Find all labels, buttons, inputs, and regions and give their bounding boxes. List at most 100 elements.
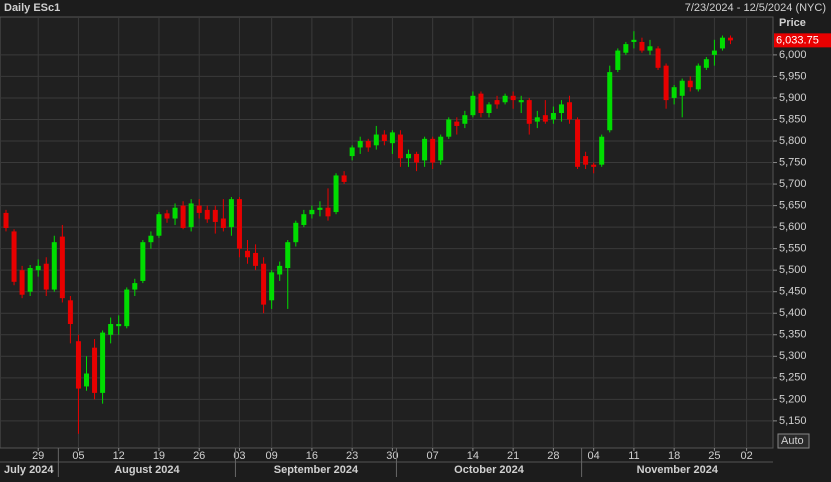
candle-body bbox=[639, 41, 645, 51]
candle-body bbox=[11, 231, 17, 282]
candle-body bbox=[59, 236, 65, 299]
candle-body bbox=[116, 323, 122, 327]
candle-body bbox=[599, 136, 605, 165]
candle-body bbox=[132, 283, 138, 290]
y-tick-label: 5,750 bbox=[779, 156, 807, 168]
x-tick-label: 19 bbox=[153, 450, 165, 462]
candle-body bbox=[470, 95, 476, 116]
candle-body bbox=[285, 242, 291, 269]
y-tick-label: 5,550 bbox=[779, 243, 807, 255]
candle-body bbox=[534, 117, 540, 122]
month-label: November 2024 bbox=[637, 464, 719, 476]
candle-body bbox=[67, 300, 73, 324]
candle-body bbox=[35, 265, 41, 271]
candle-body bbox=[245, 250, 250, 258]
candle-body bbox=[365, 141, 371, 148]
candle-body bbox=[293, 222, 299, 243]
last-price-label: 6,033.75 bbox=[776, 34, 819, 46]
candle-body bbox=[446, 119, 452, 137]
x-tick-label: 28 bbox=[547, 450, 559, 462]
candle-body bbox=[84, 373, 89, 387]
y-tick-label: 5,600 bbox=[779, 221, 807, 233]
y-tick-label: 5,200 bbox=[779, 393, 807, 405]
candle-body bbox=[728, 37, 733, 41]
candle-body bbox=[51, 242, 57, 290]
candle-body bbox=[422, 138, 428, 161]
candle-body bbox=[180, 205, 186, 228]
candle-body bbox=[92, 347, 98, 393]
candle-body bbox=[357, 141, 363, 148]
candle-body bbox=[19, 270, 25, 295]
candle-body bbox=[277, 265, 283, 275]
candle-body bbox=[518, 100, 524, 103]
candle-body bbox=[663, 65, 669, 101]
date-range: 7/23/2024 - 12/5/2024 (NYC) bbox=[685, 2, 826, 14]
x-tick-label: 26 bbox=[193, 450, 205, 462]
candle-body bbox=[196, 205, 202, 213]
month-label: October 2024 bbox=[454, 464, 525, 476]
y-tick-label: 5,900 bbox=[779, 92, 807, 104]
candle-body bbox=[108, 323, 114, 335]
candle-body bbox=[269, 272, 275, 301]
candle-body bbox=[212, 209, 218, 222]
x-tick-label: 02 bbox=[740, 450, 752, 462]
candle-body bbox=[228, 199, 234, 228]
candle-body bbox=[438, 136, 444, 161]
candle-body bbox=[261, 263, 267, 305]
x-tick-label: 21 bbox=[507, 450, 519, 462]
x-tick-label: 14 bbox=[467, 450, 479, 462]
candle-body bbox=[156, 214, 162, 236]
x-tick-label: 05 bbox=[72, 450, 84, 462]
candle-body bbox=[204, 209, 210, 220]
candle-body bbox=[719, 37, 725, 49]
x-tick-label: 07 bbox=[427, 450, 439, 462]
x-tick-label: 09 bbox=[266, 450, 278, 462]
month-label: September 2024 bbox=[274, 464, 359, 476]
candle-body bbox=[591, 164, 597, 167]
candle-body bbox=[124, 289, 130, 327]
y-tick-label: 5,300 bbox=[779, 350, 807, 362]
candle-body bbox=[172, 207, 178, 219]
y-tick-label: 5,700 bbox=[779, 178, 807, 190]
y-tick-label: 5,850 bbox=[779, 113, 807, 125]
candle-body bbox=[695, 65, 701, 90]
candle-body bbox=[631, 39, 637, 42]
x-tick-label: 03 bbox=[233, 450, 245, 462]
month-label: July 2024 bbox=[4, 464, 54, 476]
candle-body bbox=[454, 121, 460, 126]
candle-body bbox=[333, 175, 339, 213]
candle-body bbox=[502, 95, 508, 103]
candle-body bbox=[494, 100, 500, 105]
candle-body bbox=[75, 341, 81, 389]
y-tick-label: 5,400 bbox=[779, 307, 807, 319]
candle-body bbox=[188, 203, 194, 228]
y-axis-label: Price bbox=[779, 17, 806, 29]
auto-button[interactable] bbox=[777, 433, 810, 449]
candle-body bbox=[317, 207, 323, 210]
candle-body bbox=[711, 50, 717, 55]
last-price-box bbox=[774, 33, 831, 48]
candle-body bbox=[341, 175, 347, 182]
candle-body bbox=[164, 213, 170, 219]
candle-body bbox=[542, 115, 548, 122]
y-tick-label: 5,650 bbox=[779, 199, 807, 211]
y-tick-label: 6,000 bbox=[779, 49, 807, 61]
candle-body bbox=[381, 134, 387, 142]
candle-body bbox=[687, 80, 693, 88]
candle-body bbox=[583, 156, 589, 165]
y-tick-label: 5,150 bbox=[779, 415, 807, 427]
candle-body bbox=[510, 95, 516, 101]
candle-body bbox=[414, 153, 420, 163]
candle-body bbox=[478, 93, 484, 114]
y-tick-label: 5,250 bbox=[779, 372, 807, 384]
y-tick-label: 5,500 bbox=[779, 264, 807, 276]
candle-body bbox=[567, 102, 572, 120]
candle-body bbox=[389, 132, 395, 144]
candle-body bbox=[140, 242, 146, 281]
x-tick-label: 12 bbox=[113, 450, 125, 462]
candle-body bbox=[397, 134, 403, 159]
candle-body bbox=[647, 46, 653, 51]
auto-label[interactable]: Auto bbox=[781, 435, 804, 447]
candle-body bbox=[679, 80, 685, 96]
